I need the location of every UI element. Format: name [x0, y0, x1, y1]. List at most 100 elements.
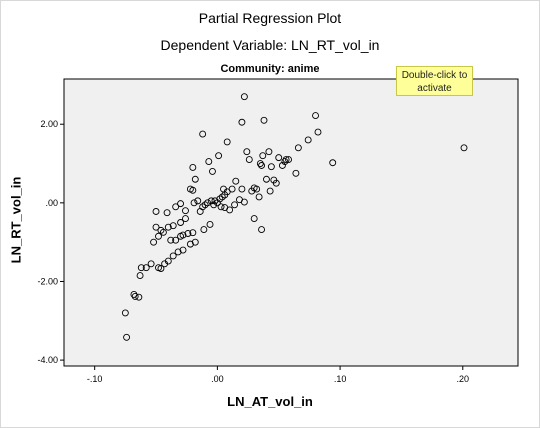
data-point	[240, 93, 248, 101]
x-axis-label: LN_AT_vol_in	[227, 394, 313, 409]
x-tick-label: -.10	[87, 374, 103, 384]
data-point	[169, 222, 177, 230]
data-point	[191, 175, 199, 183]
x-tick-label: .00	[211, 374, 224, 384]
data-point	[228, 185, 236, 193]
y-tick-label: -2.00	[37, 276, 58, 286]
data-point	[312, 112, 319, 120]
data-point	[294, 144, 302, 152]
data-point	[256, 160, 264, 167]
data-point	[131, 292, 139, 300]
data-point	[272, 179, 280, 187]
data-point	[137, 264, 145, 272]
data-point	[167, 236, 175, 244]
data-point	[136, 272, 144, 280]
y-tick-label: -4.00	[37, 355, 58, 365]
data-point	[226, 206, 234, 214]
data-point	[164, 257, 172, 265]
data-point	[147, 260, 155, 268]
chart-subtitle: Dependent Variable: LN_RT_vol_in	[160, 37, 380, 53]
data-points	[121, 93, 468, 341]
data-point	[182, 215, 189, 223]
data-point	[223, 138, 231, 146]
data-point	[245, 156, 253, 164]
data-point	[184, 230, 192, 237]
data-point	[240, 198, 248, 206]
data-point	[215, 152, 223, 160]
data-point	[177, 219, 185, 226]
y-tick-label: 2.00	[40, 119, 58, 129]
data-point	[205, 158, 213, 166]
y-tick-label: .00	[45, 198, 58, 208]
y-axis: -4.00 -2.00 .00 2.00	[37, 119, 64, 365]
data-point	[220, 185, 227, 193]
data-point	[259, 152, 267, 160]
data-point	[460, 144, 468, 152]
data-point	[255, 193, 263, 201]
data-point	[258, 162, 266, 169]
data-point	[189, 164, 197, 171]
data-point	[292, 169, 300, 177]
data-point	[232, 177, 240, 185]
data-point	[172, 236, 180, 244]
y-axis-label: LN_RT_vol_in	[8, 176, 24, 264]
data-point	[177, 200, 185, 208]
data-point	[206, 221, 214, 228]
data-point	[282, 156, 290, 164]
data-point	[204, 199, 212, 207]
data-point	[329, 159, 337, 167]
data-point	[189, 229, 197, 237]
data-point	[263, 175, 270, 183]
data-point	[304, 136, 312, 144]
data-point	[155, 232, 162, 240]
tooltip-line2: activate	[417, 83, 452, 94]
data-point	[281, 158, 289, 166]
data-point	[194, 197, 202, 205]
data-point	[267, 163, 275, 171]
data-point	[210, 201, 218, 209]
data-point	[199, 130, 207, 138]
data-point	[142, 264, 150, 272]
data-point	[179, 246, 187, 254]
data-point	[253, 185, 261, 193]
data-point	[152, 208, 160, 215]
data-point	[250, 215, 258, 223]
data-point	[157, 226, 165, 234]
data-point	[182, 207, 189, 215]
data-point	[157, 265, 165, 272]
data-point	[121, 309, 129, 317]
data-point	[231, 201, 239, 209]
data-point	[238, 185, 246, 193]
data-point	[200, 226, 208, 234]
data-point	[209, 167, 216, 175]
data-point	[265, 148, 273, 156]
data-point	[179, 231, 187, 239]
data-point	[164, 223, 172, 231]
data-point	[123, 333, 131, 341]
data-point	[260, 116, 268, 124]
data-point	[152, 223, 160, 231]
tooltip-line1: Double-click to	[401, 70, 468, 81]
data-point	[172, 203, 180, 211]
data-point	[190, 199, 198, 207]
data-point	[266, 187, 274, 195]
data-point	[135, 293, 143, 301]
chart-title: Partial Regression Plot	[198, 10, 342, 26]
x-tick-label: .10	[334, 374, 347, 384]
data-point	[150, 238, 158, 246]
data-point	[163, 209, 171, 217]
x-tick-label: .20	[457, 374, 470, 384]
plot-area	[63, 78, 519, 367]
data-point	[217, 203, 225, 211]
x-axis: -.10 .00 .10 .20	[87, 366, 469, 384]
data-point	[258, 226, 266, 234]
panel-title: Community: anime	[220, 63, 320, 75]
activate-tooltip[interactable]: Double-click to activate	[396, 66, 473, 96]
data-point	[285, 156, 292, 164]
data-point	[238, 118, 246, 126]
data-point	[243, 148, 251, 156]
data-point	[189, 186, 197, 194]
data-point	[191, 238, 199, 246]
data-point	[275, 154, 283, 162]
